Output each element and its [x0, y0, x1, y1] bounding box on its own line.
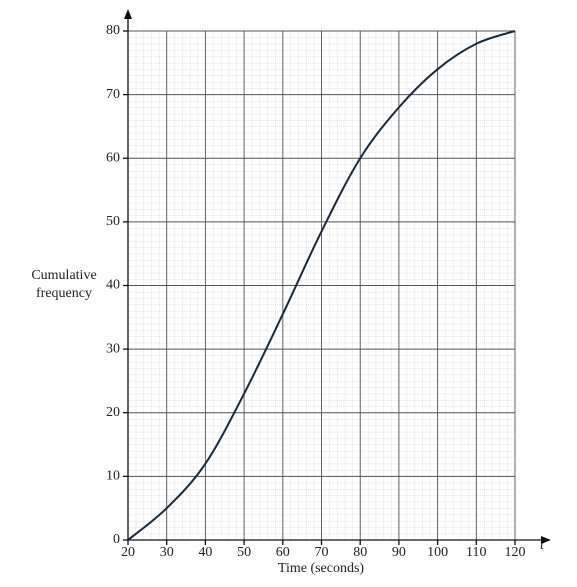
x-axis-symbol: t — [540, 538, 545, 553]
y-tick-label: 10 — [106, 469, 120, 484]
x-axis-label: Time (seconds) — [278, 561, 365, 576]
x-tick-label: 50 — [237, 545, 251, 560]
y-tick-label: 0 — [113, 532, 120, 547]
y-axis-label: Cumulative — [31, 268, 96, 283]
y-tick-label: 40 — [106, 278, 120, 293]
y-tick-label: 70 — [106, 87, 120, 102]
x-tick-label: 70 — [315, 545, 329, 560]
y-tick-label: 50 — [106, 214, 120, 229]
x-tick-label: 30 — [160, 545, 174, 560]
y-tick-label: 20 — [106, 405, 120, 420]
y-tick-label: 80 — [106, 23, 120, 38]
x-tick-label: 60 — [276, 545, 290, 560]
x-tick-label: 80 — [353, 545, 367, 560]
y-tick-label: 30 — [106, 341, 120, 356]
x-tick-label: 110 — [466, 545, 486, 560]
x-axis-arrow — [541, 536, 551, 544]
y-tick-label: 60 — [106, 150, 120, 165]
y-axis-label: frequency — [36, 286, 92, 301]
y-axis-arrow — [124, 9, 132, 19]
x-tick-label: 100 — [427, 545, 448, 560]
x-tick-label: 20 — [121, 545, 135, 560]
curve — [127, 30, 516, 541]
x-tick-label: 120 — [505, 545, 526, 560]
x-tick-label: 90 — [392, 545, 406, 560]
x-tick-label: 40 — [198, 545, 212, 560]
